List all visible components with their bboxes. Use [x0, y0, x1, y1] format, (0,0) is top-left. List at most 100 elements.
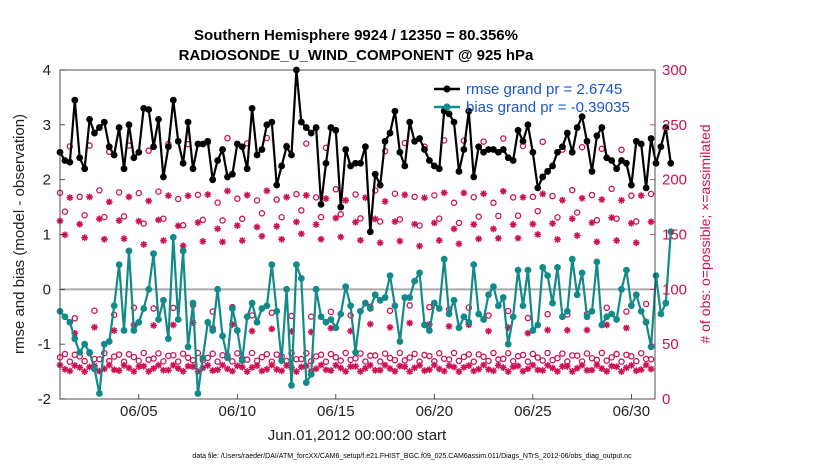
assimilated-obs-marker	[647, 218, 655, 226]
rmse-point	[115, 124, 123, 131]
bias-point	[504, 340, 512, 348]
assimilated-obs-marker	[130, 368, 138, 375]
rmse-point	[627, 181, 635, 189]
assimilated-obs-marker	[174, 365, 182, 372]
assimilated-obs-marker	[337, 233, 345, 241]
assimilated-obs-marker	[573, 364, 581, 372]
bias-point	[499, 294, 507, 301]
rmse-point	[268, 118, 276, 126]
bias-point	[396, 338, 404, 345]
possible-obs-marker	[238, 215, 246, 223]
possible-obs-marker	[539, 357, 546, 364]
bias-point	[667, 228, 675, 236]
possible-obs-marker	[628, 192, 635, 199]
bias-point	[288, 381, 295, 389]
assimilated-obs-marker	[430, 361, 438, 369]
rmse-point	[573, 124, 581, 131]
legend-rmse-marker	[443, 85, 451, 93]
assimilated-obs-marker	[66, 194, 74, 202]
assimilated-obs-marker	[150, 364, 157, 372]
possible-obs-marker	[234, 195, 241, 202]
assimilated-obs-marker	[268, 325, 276, 333]
assimilated-obs-marker	[480, 361, 487, 369]
rmse-point	[642, 184, 650, 192]
x-axis-label: Jun.01,2012 00:00:00 start	[268, 427, 447, 444]
legend: rmse grand pr = 2.6745 bias grand pr = -…	[434, 81, 630, 116]
rmse-point	[376, 181, 384, 189]
assimilated-obs-marker	[214, 366, 222, 374]
rmse-point	[499, 146, 507, 153]
possible-obs-marker	[96, 187, 103, 194]
possible-obs-marker	[573, 352, 581, 359]
possible-obs-marker	[406, 354, 413, 361]
bias-point	[608, 310, 616, 318]
assimilated-obs-marker	[100, 235, 108, 243]
possible-obs-marker	[642, 300, 650, 308]
possible-obs-marker	[115, 189, 123, 196]
possible-obs-marker	[278, 213, 285, 221]
assimilated-obs-marker	[386, 323, 394, 331]
x-tick-label: 06/05	[120, 403, 158, 420]
rmse-point	[662, 124, 670, 131]
possible-obs-marker	[480, 353, 487, 361]
possible-obs-marker	[371, 187, 379, 194]
bias-point	[125, 247, 133, 255]
bias-point	[573, 291, 581, 299]
x-tick-label: 06/25	[514, 403, 552, 420]
rmse-point	[160, 173, 167, 181]
rmse-point	[71, 96, 79, 104]
assimilated-obs-marker	[490, 367, 497, 375]
possible-obs-marker	[140, 349, 147, 357]
possible-obs-marker	[411, 350, 418, 358]
possible-obs-marker	[628, 353, 635, 360]
assimilated-obs-marker	[421, 367, 428, 375]
rmse-point	[647, 135, 655, 142]
possible-obs-marker	[81, 357, 88, 365]
possible-obs-marker	[524, 358, 532, 365]
rmse-point	[169, 96, 177, 104]
possible-obs-marker	[495, 212, 502, 220]
assimilated-obs-marker	[549, 364, 556, 372]
assimilated-obs-marker	[416, 242, 423, 250]
assimilated-obs-marker	[426, 366, 433, 374]
possible-obs-marker	[485, 312, 492, 319]
assimilated-obs-marker	[637, 192, 645, 199]
rmse-point	[465, 107, 473, 115]
rmse-point	[583, 137, 591, 145]
bias-point	[61, 313, 69, 321]
bias-point	[494, 302, 502, 310]
possible-obs-marker	[613, 350, 620, 358]
rmse-point	[559, 143, 566, 151]
possible-obs-marker	[327, 308, 335, 316]
rmse-point	[243, 165, 251, 173]
assimilated-obs-marker	[475, 365, 483, 373]
bias-point	[371, 291, 379, 299]
assimilated-obs-marker	[499, 364, 507, 371]
possible-obs-marker	[130, 353, 138, 361]
assimilated-obs-marker	[361, 364, 369, 372]
rmse-point	[539, 173, 547, 181]
rmse-point	[120, 165, 128, 173]
rmse-point	[391, 107, 399, 115]
bias-point	[490, 283, 497, 290]
possible-obs-marker	[160, 215, 167, 223]
rmse-point	[529, 148, 537, 156]
rmse-point	[332, 126, 340, 134]
assimilated-obs-marker	[539, 367, 547, 374]
bias-point	[450, 296, 458, 304]
possible-obs-marker	[342, 349, 349, 357]
assimilated-obs-marker	[105, 361, 113, 369]
assimilated-obs-marker	[563, 362, 571, 370]
x-tick-label: 06/10	[219, 403, 257, 420]
possible-obs-marker	[76, 193, 83, 201]
assimilated-obs-marker	[120, 361, 128, 369]
assimilated-obs-marker	[455, 368, 463, 375]
possible-obs-marker	[376, 218, 384, 225]
rmse-point	[667, 159, 675, 167]
rmse-point	[76, 154, 84, 162]
rmse-point	[194, 140, 202, 148]
possible-obs-marker	[391, 190, 399, 197]
rmse-point	[470, 173, 478, 181]
rmse-point	[150, 143, 157, 151]
bias-point	[135, 318, 143, 326]
